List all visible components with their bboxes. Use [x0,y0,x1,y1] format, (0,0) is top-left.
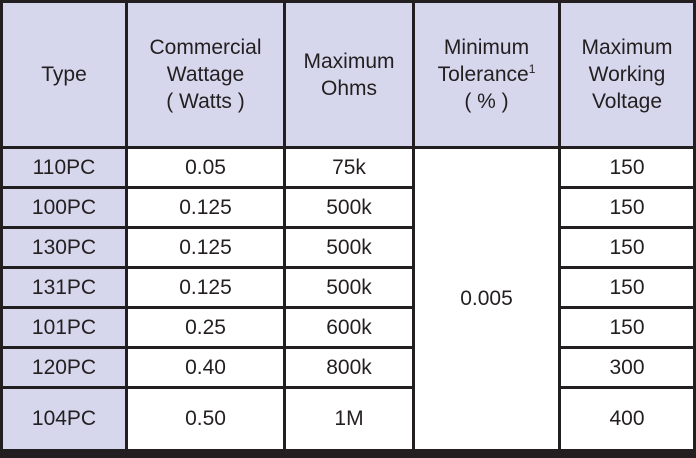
header-tolerance-line-1: Minimum [443,36,530,59]
type-cell: 110PC [3,149,125,186]
header-voltage-line-2: Working [588,63,666,86]
voltage-cell: 150 [561,189,693,226]
header-ohms-line-1: Maximum [303,49,395,73]
table-row: 120PC 0.40 800k 300 [3,349,693,386]
table-row: 110PC 0.05 75k 0.005 150 [3,149,693,449]
shared-tolerance-cell: 0.005 [415,149,558,449]
header-tolerance-line-2: Tolerance1 [415,61,558,88]
header-voltage-line-1: Maximum [581,36,673,59]
table-row: 104PC 0.50 1M 400 [3,389,693,449]
wattage-cell: 0.25 [128,309,283,346]
voltage-cell: 150 [561,309,693,346]
voltage-cell: 400 [561,389,693,449]
header-ohms: Maximum Ohms [286,3,412,146]
header-wattage: Commercial Wattage ( Watts ) [128,3,283,146]
header-wattage-line-1: Commercial [149,36,262,59]
wattage-cell: 0.05 [128,149,283,186]
ohms-cell: 75k [286,149,412,186]
ohms-cell: 500k [286,269,412,306]
table-row: 100PC 0.125 500k 150 [3,189,693,226]
table-row: 131PC 0.125 500k 150 [3,269,693,306]
header-voltage-line-3: Voltage [591,90,663,113]
type-cell: 104PC [3,389,125,449]
table-row: 130PC 0.125 500k 150 [3,229,693,266]
type-cell: 120PC [3,349,125,386]
type-cell: 131PC [3,269,125,306]
header-type-line-1: Type [41,63,87,86]
voltage-cell: 150 [561,149,693,186]
ohms-cell: 1M [286,389,412,449]
type-cell: 130PC [3,229,125,266]
type-cell: 100PC [3,189,125,226]
wattage-cell: 0.50 [128,389,283,449]
header-ohms-line-2: Ohms [320,76,377,100]
wattage-cell: 0.125 [128,229,283,266]
header-row: Type Commercial Wattage ( Watts ) Maximu… [3,3,693,146]
wattage-cell: 0.40 [128,349,283,386]
ohms-cell: 500k [286,189,412,226]
ohms-cell: 500k [286,229,412,266]
wattage-cell: 0.125 [128,269,283,306]
header-wattage-line-3: ( Watts ) [166,90,245,113]
header-tolerance-word: Tolerance [437,63,529,86]
table-row: 101PC 0.25 600k 150 [3,309,693,346]
voltage-cell: 300 [561,349,693,386]
type-cell: 101PC [3,309,125,346]
ohms-cell: 800k [286,349,412,386]
voltage-cell: 150 [561,269,693,306]
tolerance-footnote-marker: 1 [528,62,536,76]
header-wattage-line-2: Wattage [166,63,245,86]
header-tolerance-line-3: ( % ) [464,90,509,113]
voltage-cell: 150 [561,229,693,266]
wattage-cell: 0.125 [128,189,283,226]
header-tolerance: Minimum Tolerance1 ( % ) [415,3,558,146]
ohms-cell: 600k [286,309,412,346]
header-type: Type [3,3,125,146]
header-voltage: Maximum Working Voltage [561,3,693,146]
